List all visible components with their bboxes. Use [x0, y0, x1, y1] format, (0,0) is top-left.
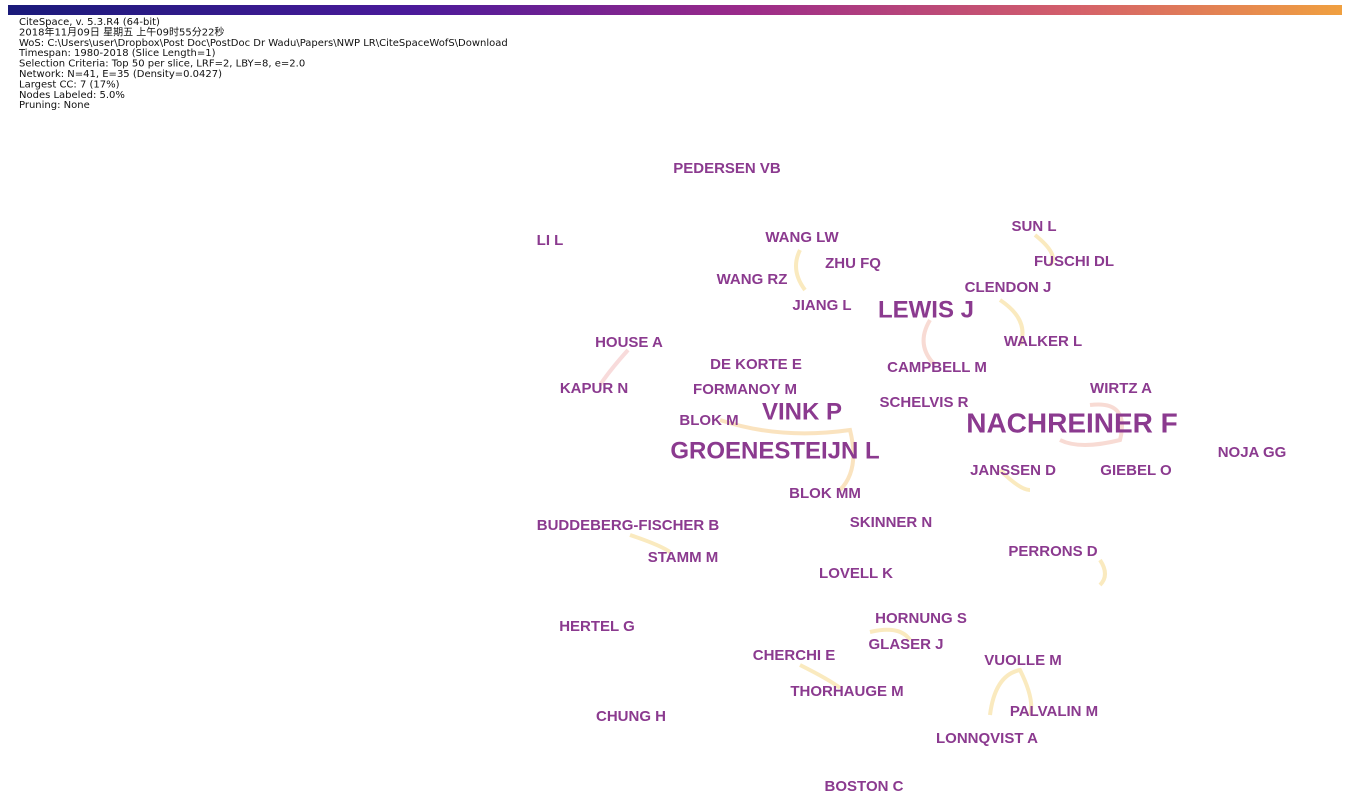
edge — [921, 318, 937, 367]
header-line: WoS: C:\Users\user\Dropbox\Post Doc\Post… — [19, 38, 508, 49]
node-label: NACHREINER F — [966, 407, 1178, 438]
node-label: BUDDEBERG-FISCHER B — [537, 517, 720, 534]
header-line: Selection Criteria: Top 50 per slice, LR… — [19, 59, 305, 70]
node-label: LOVELL K — [819, 565, 893, 582]
node-label: SKINNER N — [850, 514, 933, 531]
node-label: JANSSEN D — [970, 462, 1056, 479]
node-label: JIANG L — [792, 297, 851, 314]
edge — [869, 627, 912, 642]
node-label: LONNQVIST A — [936, 730, 1038, 747]
node-label: WALKER L — [1004, 333, 1082, 350]
node-label: CHUNG H — [596, 708, 666, 725]
header-line: Pruning: None — [19, 100, 90, 111]
node-label: PALVALIN M — [1010, 703, 1098, 720]
edge — [1033, 233, 1055, 267]
node-label: PERRONS D — [1008, 543, 1097, 560]
node-label: HOUSE A — [595, 334, 663, 351]
node-label: FORMANOY M — [693, 381, 797, 398]
edges — [598, 233, 1124, 716]
node-label: BLOK M — [679, 412, 738, 429]
edge — [998, 468, 1031, 492]
header-info: CiteSpace, v. 5.3.R4 (64-bit)2018年11月09日… — [18, 17, 508, 111]
node-label: FUSCHI DL — [1034, 253, 1114, 270]
timeline-bar — [8, 5, 1342, 15]
node-label: DE KORTE E — [710, 356, 802, 373]
node-labels: PEDERSEN VB LI L WANG LW SUN L ZHU FQ FUSCHI … — [537, 160, 1287, 795]
node-label: WANG LW — [765, 229, 839, 246]
edge — [799, 663, 842, 690]
node-label: BOSTON C — [825, 778, 904, 795]
node-label: SCHELVIS R — [880, 394, 969, 411]
edge — [629, 533, 672, 554]
node-label: WIRTZ A — [1090, 380, 1152, 397]
node-label: VINK P — [762, 398, 842, 425]
header-line: Timespan: 1980-2018 (Slice Length=1) — [18, 48, 216, 59]
node-label: CLENDON J — [965, 279, 1052, 296]
edge — [719, 418, 856, 492]
edge — [988, 667, 1034, 716]
node-label: VUOLLE M — [984, 652, 1062, 669]
edge — [598, 348, 630, 387]
node-label: ZHU FQ — [825, 255, 881, 272]
edge — [794, 249, 807, 292]
header-line: 2018年11月09日 星期五 上午09时55分22秒 — [19, 25, 224, 38]
header-line: Network: N=41, E=35 (Density=0.0427) — [19, 69, 222, 80]
node-label: PEDERSEN VB — [673, 160, 781, 177]
header-line: Nodes Labeled: 5.0% — [19, 90, 125, 101]
edge — [1059, 402, 1124, 447]
node-label: SUN L — [1012, 218, 1057, 235]
header-line: CiteSpace, v. 5.3.R4 (64-bit) — [19, 17, 160, 28]
node-label: WANG RZ — [717, 271, 788, 288]
node-label: STAMM M — [648, 549, 719, 566]
node-label: GLASER J — [868, 636, 943, 653]
node-label: LEWIS J — [878, 296, 974, 323]
node-label: BLOK MM — [789, 485, 861, 502]
node-label: HERTEL G — [559, 618, 635, 635]
header-line: Largest CC: 7 (17%) — [19, 79, 120, 90]
node-label: THORHAUGE M — [790, 683, 903, 700]
edge — [1098, 558, 1107, 587]
node-label: HORNUNG S — [875, 610, 967, 627]
node-label: KAPUR N — [560, 380, 628, 397]
node-label: GIEBEL O — [1100, 462, 1172, 479]
node-label: NOJA GG — [1218, 444, 1287, 461]
node-label: LI L — [537, 232, 564, 249]
edge — [998, 298, 1025, 346]
node-label: GROENESTEIJN L — [670, 437, 879, 464]
node-label: CAMPBELL M — [887, 359, 987, 376]
node-label: CHERCHI E — [753, 647, 836, 664]
